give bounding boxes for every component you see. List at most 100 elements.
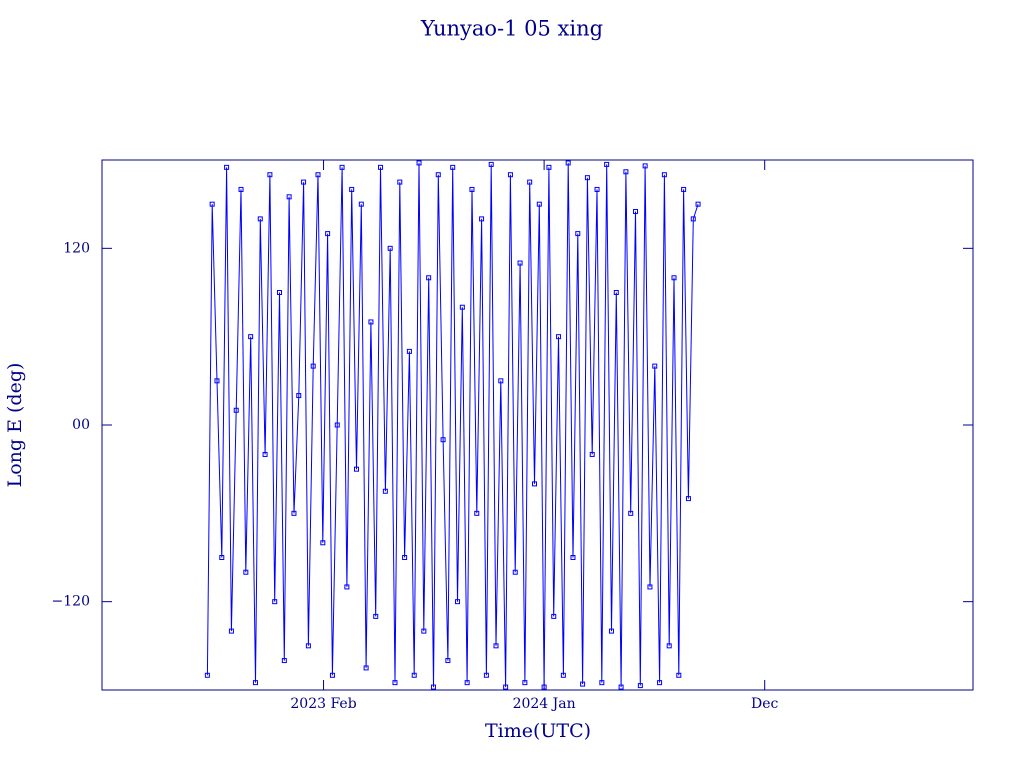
- point: [527, 179, 533, 185]
- point: [224, 164, 230, 170]
- point: [320, 540, 326, 546]
- point: [503, 684, 509, 690]
- point: [685, 496, 691, 502]
- point: [560, 672, 566, 678]
- point: [570, 555, 576, 560]
- point: [536, 201, 542, 207]
- point: [594, 186, 600, 192]
- point: [329, 672, 335, 678]
- point: [633, 209, 639, 215]
- point: [517, 260, 523, 266]
- point: [575, 231, 581, 237]
- point: [286, 194, 292, 200]
- point: [666, 643, 672, 649]
- point: [556, 334, 562, 340]
- point: [459, 304, 465, 310]
- point: [681, 186, 687, 192]
- point: [628, 510, 634, 516]
- point: [695, 201, 701, 207]
- point: [642, 163, 648, 169]
- point: [248, 334, 254, 340]
- point: [406, 348, 412, 354]
- point: [243, 569, 249, 575]
- point: [652, 363, 658, 369]
- point: [483, 672, 489, 678]
- point: [373, 613, 379, 619]
- point: [325, 231, 331, 237]
- y-tick-label: 00: [72, 417, 90, 433]
- point: [657, 680, 663, 686]
- point: [353, 466, 359, 472]
- point: [613, 290, 619, 295]
- point: [584, 175, 590, 181]
- point: [455, 599, 461, 605]
- point: [233, 407, 239, 413]
- point: [416, 160, 422, 166]
- point: [277, 290, 283, 295]
- point: [589, 451, 595, 457]
- point: [580, 681, 586, 687]
- plot-frame: [101, 159, 974, 691]
- point: [604, 161, 610, 167]
- point: [450, 164, 456, 170]
- point: [305, 643, 311, 649]
- point: [464, 680, 470, 686]
- point: [315, 172, 321, 178]
- point: [411, 672, 417, 678]
- y-axis-label: Long E (deg): [4, 363, 26, 488]
- point: [671, 275, 677, 281]
- point: [661, 172, 667, 178]
- point: [281, 658, 287, 664]
- point: [262, 451, 268, 457]
- point: [392, 680, 398, 686]
- point: [397, 179, 403, 185]
- point: [440, 437, 446, 443]
- x-tick-label: 2024 Jan: [513, 696, 576, 712]
- point: [522, 680, 528, 686]
- point: [402, 555, 408, 560]
- point: [339, 164, 345, 170]
- point: [301, 179, 307, 185]
- point: [214, 378, 220, 384]
- point: [647, 584, 653, 590]
- point: [252, 680, 258, 686]
- point: [291, 510, 297, 516]
- point: [204, 672, 210, 678]
- point: [363, 665, 369, 671]
- point: [512, 569, 518, 575]
- series-line: [206, 162, 699, 688]
- point: [608, 628, 614, 634]
- point: [430, 684, 436, 690]
- point: [498, 378, 504, 384]
- point: [267, 172, 273, 178]
- y-tick-label: −120: [52, 594, 90, 610]
- point: [426, 275, 432, 281]
- point: [690, 216, 696, 222]
- point: [238, 186, 244, 192]
- point: [382, 488, 388, 494]
- point: [618, 684, 624, 690]
- point: [257, 216, 263, 222]
- point: [296, 393, 302, 399]
- point: [272, 599, 278, 605]
- point: [488, 161, 494, 167]
- point: [479, 216, 485, 222]
- point: [637, 683, 643, 689]
- y-tick-label: 120: [63, 240, 90, 256]
- x-axis-label: Time(UTC): [485, 720, 591, 742]
- point: [334, 422, 340, 428]
- point: [358, 201, 364, 207]
- point: [435, 172, 441, 178]
- point: [368, 319, 374, 325]
- point: [219, 555, 225, 560]
- point: [469, 186, 475, 192]
- point: [445, 658, 451, 664]
- x-tick-label: 2023 Feb: [290, 696, 356, 712]
- point: [531, 481, 537, 487]
- point: [228, 628, 234, 634]
- point: [349, 186, 355, 192]
- point: [387, 245, 393, 251]
- x-tick-label: Dec: [751, 696, 779, 712]
